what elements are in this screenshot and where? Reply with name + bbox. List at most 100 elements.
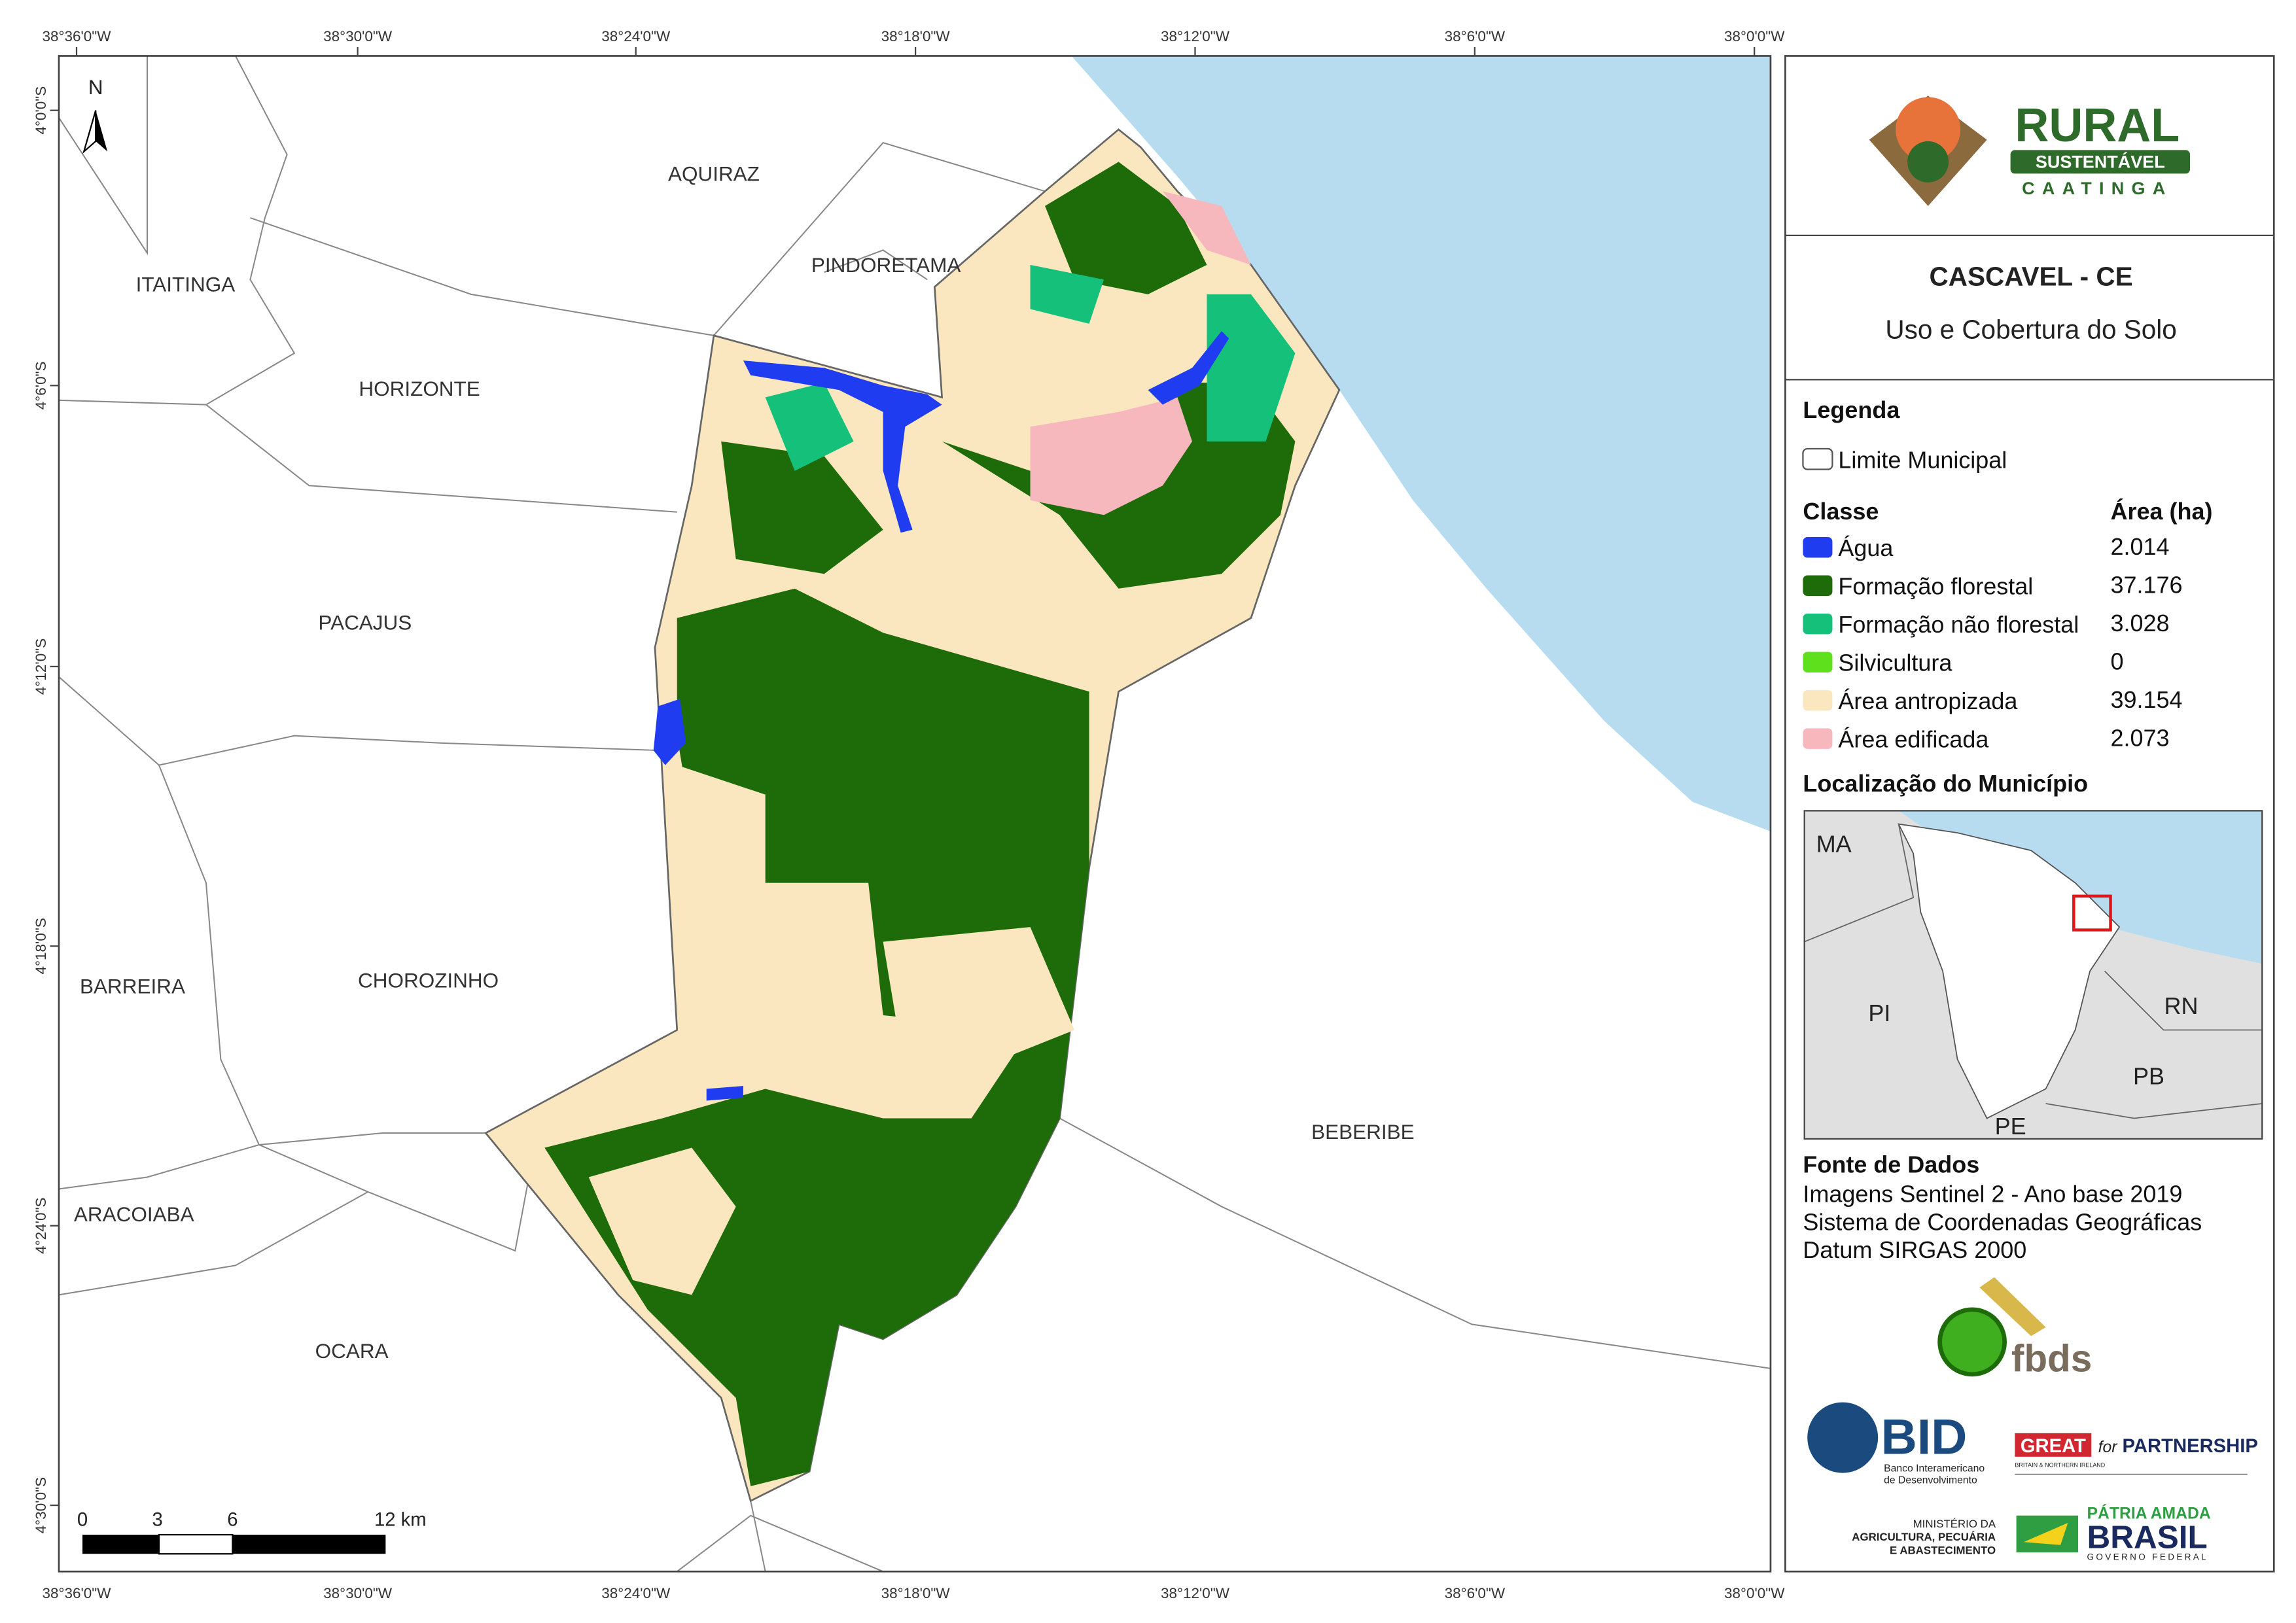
legend-swatch: [1803, 728, 1833, 749]
logo-subtitle: SUSTENTÁVEL: [2036, 151, 2165, 171]
rural-logo: RURAL SUSTENTÁVEL CAATINGA: [1869, 96, 2191, 206]
legend-class: Formação não florestal: [1838, 611, 2079, 638]
legend-class: Água: [1838, 534, 1893, 561]
lat-label: 4°0'0"S: [33, 86, 49, 135]
water-bodies: [653, 331, 1229, 1101]
municipality-label: BEBERIBE: [1311, 1120, 1414, 1143]
boundary-label: Limite Municipal: [1838, 446, 2007, 473]
boundary-swatch: [1802, 447, 1833, 470]
brasil-slogan: PÁTRIA AMADA: [2087, 1504, 2211, 1522]
legend-class: Área antropizada: [1838, 688, 2017, 714]
fbds-text: fbds: [2011, 1337, 2092, 1380]
brasil-logo: PÁTRIA AMADA BRASIL GOVERNO FEDERAL: [2016, 1504, 2211, 1562]
legend-area: 2.073: [2111, 724, 2170, 751]
municipality-label: AQUIRAZ: [668, 162, 760, 186]
scale-label: 3: [152, 1510, 163, 1531]
inset-border: [2045, 1103, 2263, 1119]
bid-logo: BID Banco Interamericano de Desenvolvime…: [1807, 1402, 1985, 1486]
legend-swatch: [1803, 689, 1833, 711]
ministry-line: E ABASTECIMENTO: [1890, 1544, 1996, 1556]
municipality-label: ITAITINGA: [136, 272, 236, 296]
bid-text: BID: [1881, 1409, 1968, 1465]
legend-class: Área edificada: [1838, 726, 1988, 753]
lat-label: 4°24'0"S: [33, 1198, 49, 1254]
sources-heading: Fonte de Dados: [1803, 1151, 1979, 1178]
map-title: CASCAVEL - CE: [1930, 261, 2133, 291]
legend-area: 0: [2111, 648, 2124, 674]
great-partnership: PARTNERSHIP: [2123, 1436, 2258, 1457]
fbds-stripe: [1979, 1277, 2046, 1336]
brasil-name: BRASIL: [2087, 1519, 2208, 1555]
lon-label: 38°36'0"W: [42, 1585, 111, 1601]
scale-segment: [158, 1533, 234, 1555]
brasil-government: GOVERNO FEDERAL: [2087, 1552, 2208, 1562]
lat-label: 4°12'0"S: [33, 638, 49, 695]
area-header: Área (ha): [2111, 498, 2213, 525]
municipal-borders: [58, 56, 1771, 1573]
legend-area: 2.014: [2111, 533, 2170, 560]
cleared-patches: [588, 765, 1075, 1295]
map-labels: 38°36'0"W 38°36'0"W 38°30'0"W 38°30'0"W 38°2…: [33, 28, 1785, 1601]
lon-label: 38°12'0"W: [1161, 1585, 1230, 1601]
inset-highlight: [2072, 894, 2112, 932]
bid-name: de Desenvolvimento: [1884, 1475, 1977, 1486]
lon-label: 38°24'0"W: [601, 28, 671, 44]
ocean: [1071, 56, 1771, 831]
lon-label: 38°18'0"W: [881, 28, 951, 44]
inset-label: PE: [1995, 1113, 2026, 1140]
inset-border: [1804, 824, 1915, 943]
logo-band: [2010, 150, 2191, 174]
great-box: [2015, 1433, 2092, 1457]
bid-globe: [1807, 1402, 1879, 1473]
municipality-label: CHOROZINHO: [358, 968, 499, 992]
municipality-label: ARACOIABA: [74, 1202, 194, 1226]
inset-label: MA: [1816, 830, 1852, 857]
logo-title: RURAL: [2015, 99, 2180, 152]
logo-tagline: CAATINGA: [2022, 179, 2172, 198]
legend-swatch: [1803, 652, 1833, 672]
source-line: Sistema de Coordenadas Geográficas: [1803, 1208, 2202, 1235]
non-forest-patches: [765, 264, 1296, 471]
legend-rows: Água 2.014 Formação florestal 37.176 Formaçã…: [1803, 533, 2183, 753]
north-arrow-right: [96, 110, 108, 152]
municipality-label: HORIZONTE: [359, 377, 480, 400]
municipality-label: BARREIRA: [80, 974, 185, 998]
legend-heading: Legenda: [1803, 396, 1900, 423]
location-inset: MA PI RN PB PE: [1803, 810, 2263, 1140]
fbds-circle: [1937, 1307, 2007, 1377]
brasil-flag-stripe: [2023, 1523, 2068, 1545]
great-text: GREAT: [2021, 1436, 2086, 1457]
lat-label: 4°6'0"S: [33, 361, 49, 410]
great-subtext: BRITAIN & NORTHERN IRELAND: [2015, 1462, 2105, 1469]
inset-border: [2104, 970, 2263, 1031]
inset-label: PI: [1868, 1000, 1890, 1026]
great-logo: GREAT for PARTNERSHIP BRITAIN & NORTHERN…: [2015, 1433, 2258, 1475]
map-area: N: [58, 55, 1772, 1573]
lon-label: 38°0'0"W: [1724, 28, 1785, 44]
great-for: for: [2098, 1439, 2119, 1456]
legend-swatch: [1803, 537, 1833, 558]
lon-label: 38°30'0"W: [323, 1585, 393, 1601]
ministry-line: MINISTÉRIO DA: [1913, 1518, 1996, 1530]
inset-frame: [1803, 810, 2263, 1140]
municipality-label: PINDORETAMA: [811, 253, 961, 277]
ministry-line: AGRICULTURA, PECUÁRIA: [1852, 1531, 1996, 1543]
sources: Imagens Sentinel 2 - Ano base 2019Sistem…: [1803, 1181, 2202, 1263]
legend-area: 37.176: [2111, 571, 2183, 598]
lon-label: 38°24'0"W: [601, 1585, 671, 1601]
logo-sun: [1896, 97, 1961, 162]
logo-tree: [1907, 141, 1949, 183]
urban-patches: [1030, 191, 1251, 515]
lon-label: 38°0'0"W: [1724, 1585, 1785, 1601]
lon-label: 38°6'0"W: [1445, 28, 1506, 44]
fbds-logo: fbds: [1937, 1277, 2092, 1380]
lon-label: 38°30'0"W: [323, 28, 393, 44]
inset-label: RN: [2164, 992, 2199, 1019]
lat-label: 4°30'0"S: [33, 1477, 49, 1533]
lon-label: 38°18'0"W: [881, 1585, 951, 1601]
lon-label: 38°6'0"W: [1445, 1585, 1506, 1601]
